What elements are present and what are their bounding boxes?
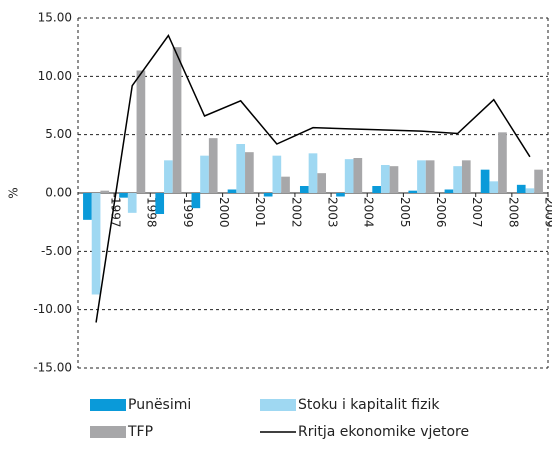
y-tick-label: 15.00 <box>38 11 72 25</box>
legend-label: Rritja ekonomike vjetore <box>298 424 469 440</box>
y-tick-label: 5.00 <box>45 127 72 141</box>
x-tick-label: 2006 <box>434 197 448 228</box>
bar <box>263 193 273 197</box>
bar <box>136 70 146 193</box>
bar <box>245 152 254 193</box>
x-tick-label: 2001 <box>253 197 267 228</box>
bar <box>208 138 218 193</box>
x-tick-label: 1999 <box>181 197 195 228</box>
legend-swatch <box>90 426 126 438</box>
x-tick-label: 2009 <box>542 197 552 228</box>
bar <box>119 193 128 198</box>
bar <box>200 155 209 193</box>
legend-label: Punësimi <box>128 397 191 413</box>
bar <box>444 189 454 193</box>
x-tick-label: 2002 <box>289 197 303 228</box>
bar <box>525 188 535 193</box>
bar <box>417 160 426 193</box>
y-tick-label: 10.00 <box>38 69 72 83</box>
x-tick-label: 2005 <box>398 197 412 228</box>
line-series <box>95 34 531 323</box>
legend-swatch <box>260 399 296 411</box>
y-axis-label: % <box>7 187 21 198</box>
bar <box>372 186 381 193</box>
bar <box>100 190 110 193</box>
bar <box>227 189 237 193</box>
bar <box>91 193 101 295</box>
bar <box>480 169 490 193</box>
bar <box>353 158 363 193</box>
x-tick-label: 2000 <box>217 197 231 228</box>
bar <box>83 193 92 220</box>
bar <box>453 166 462 193</box>
bar <box>299 186 309 193</box>
bar <box>516 184 526 193</box>
y-tick-label: 0.00 <box>45 186 72 200</box>
legend-swatch <box>90 399 126 411</box>
x-tick-label: 2004 <box>362 197 376 228</box>
bar <box>164 160 173 193</box>
x-tick-label: 2008 <box>506 197 520 228</box>
bar <box>127 193 137 213</box>
bar <box>344 159 354 193</box>
bar <box>317 173 327 193</box>
bar <box>191 193 201 209</box>
y-tick-label: -5.00 <box>41 244 72 258</box>
x-tick-label: 1998 <box>145 197 159 228</box>
bar <box>281 176 290 193</box>
bar <box>534 169 543 193</box>
bar <box>172 47 182 193</box>
bar <box>155 193 165 214</box>
bar <box>389 166 399 193</box>
bar <box>408 190 418 193</box>
x-tick-label: 2007 <box>470 197 484 228</box>
bar <box>272 155 282 193</box>
bar <box>498 132 507 193</box>
bar <box>380 165 390 193</box>
legend-label: TFP <box>127 424 153 440</box>
y-tick-label: -15.00 <box>33 361 72 375</box>
bar <box>425 160 435 193</box>
bar <box>308 153 318 193</box>
bar <box>461 160 471 193</box>
bar <box>489 181 499 193</box>
bar <box>236 144 246 193</box>
bar <box>336 193 345 197</box>
x-tick-label: 2003 <box>326 197 340 228</box>
legend-label: Stoku i kapitalit fizik <box>298 397 440 413</box>
y-tick-label: -10.00 <box>33 302 72 316</box>
